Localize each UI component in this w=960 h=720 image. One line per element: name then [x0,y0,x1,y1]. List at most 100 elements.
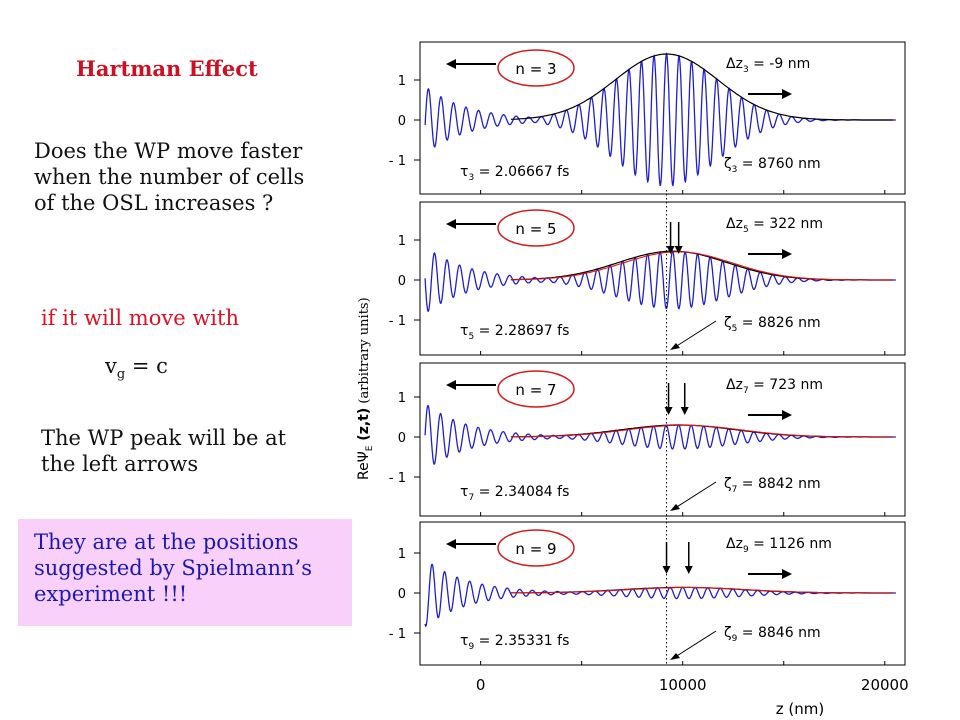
zeta-sub-2: 5 [732,324,738,334]
n-label-circle-3 [497,370,575,408]
n-label-circle-2 [497,209,575,247]
right-arrow-head-1 [782,89,792,99]
zeta-sub-2-rest: = 8826 nm [737,315,820,331]
question-line-2: when the number of cells [34,165,305,189]
dz-label-3: Δz7 = 723 nm [726,377,823,396]
envelope-red-4 [510,586,893,594]
panel-frame-3 [419,362,906,517]
x-tick-label-0: 0 [476,676,486,694]
note-box: They are at the positions suggested by S… [18,519,352,626]
tau-label-2: τ5 = 2.28697 fs [460,323,569,342]
y-tick-label-2-2: - 1 [389,314,406,329]
n-label-circle-1 [497,49,575,87]
dz-label-1: Δz3 = -9 nm [726,56,810,75]
peak-arrow-head-2-0 [666,246,675,254]
zeta-sub-1-rest: = 8760 nm [737,156,820,172]
tau-label-4: τ9 = 2.35331 fs [460,633,569,652]
peak-text: The WP peak will be at the left arrows [41,425,286,477]
y-tick-label-3-2: - 1 [389,471,406,486]
tau-sub-2: 5 [468,332,474,342]
tau-label-3: τ7 = 2.34084 fs [460,484,569,503]
dz-label-2: Δz5 = 322 nm [726,216,823,235]
tau-sub-3: 7 [468,493,474,503]
y-tick-label-1-0: 1 [398,74,406,89]
tau-sub-4: 9 [468,642,474,652]
zeta-arrow-head-3 [670,504,680,511]
zeta-sub-4: 9 [732,634,738,644]
y-axis-label: ReΨE (z,t) (arbitrary units) [356,297,375,480]
x-tick-label-1: 10000 [659,676,707,694]
tau-label-1: τ3 = 2.06667 fs [460,164,569,183]
question-text: Does the WP move faster when the number … [34,138,304,216]
x-axis-label: z (nm) [776,700,824,718]
note-line-2: suggested by Spielmann’s [34,556,312,580]
zeta-sub-3-rest: = 8842 nm [737,476,820,492]
question-line-1: Does the WP move faster [34,139,303,163]
y-tick-label-4-0: 1 [398,547,406,562]
zeta-label-2: ζ5 = 8826 nm [724,315,821,334]
y-label-psi: Ψ [356,451,372,462]
peak-arrow-head-2-1 [674,246,683,254]
envelope-black-1 [510,53,893,121]
n-label-circle-4 [497,529,575,567]
y-label-sub: E [365,445,375,451]
peak-line-1: The WP peak will be at [41,426,287,450]
panel-frame-2 [419,201,906,356]
left-arrow-head-1 [446,59,456,69]
zeta-arrow-line-2 [671,320,717,350]
slide-title: Hartman Effect [76,56,258,81]
question-line-3: of the OSL increases ? [34,191,274,215]
y-label-units: (arbitrary units) [357,297,372,407]
right-arrow-head-2 [782,249,792,259]
y-tick-label-3-1: 0 [398,431,406,446]
y-tick-label-4-2: - 1 [389,627,406,642]
velocity-subscript: g [116,367,126,383]
y-tick-label-1-2: - 1 [389,154,406,169]
zeta-sub-3: 7 [732,485,738,495]
panel-frame-1 [419,41,906,195]
zeta-arrow-line-4 [671,630,717,660]
x-tick-label-2: 20000 [861,676,909,694]
note-line-3: experiment !!! [34,582,188,606]
wave-line-2 [424,250,896,312]
left-arrow-head-4 [446,539,456,549]
velocity-equation: vg = c [105,354,168,382]
peak-line-2: the left arrows [41,452,199,476]
envelope-red-2 [510,251,893,281]
dz-sub-3: 7 [743,386,749,396]
zeta-arrow-line-3 [671,481,717,511]
dz-sub-1-rest: = -9 nm [749,56,811,72]
left-arrow-head-2 [446,219,456,229]
y-tick-label-2-0: 1 [398,234,406,249]
n-label-4: n = 9 [515,540,556,558]
tau-sub-1-rest: = 2.06667 fs [474,164,569,180]
zeta-label-3: ζ7 = 8842 nm [724,476,821,495]
left-arrow-head-3 [446,380,456,390]
zeta-sub-4-rest: = 8846 nm [737,625,820,641]
peak-arrow-head-3-0 [664,407,673,415]
right-arrow-head-3 [782,410,792,420]
zeta-sub-1: 3 [732,165,738,175]
tau-sub-2-rest: = 2.28697 fs [474,323,569,339]
peak-arrow-head-3-1 [680,407,689,415]
y-tick-label-4-1: 0 [398,587,406,602]
velocity-value: = c [125,354,168,378]
y-label-post: (z,t) [356,408,372,446]
tau-sub-3-rest: = 2.34084 fs [474,484,569,500]
wave-line-3 [424,404,896,465]
y-tick-label-2-1: 0 [398,274,406,289]
y-tick-label-3-0: 1 [398,391,406,406]
y-label-pre: Re [356,462,372,480]
tau-sub-4-rest: = 2.35331 fs [474,633,569,649]
n-label-2: n = 5 [515,220,556,238]
note-line-1: They are at the positions [34,530,299,554]
n-label-3: n = 7 [515,381,556,399]
peak-arrow-head-4-1 [684,566,693,574]
dz-sub-1: 3 [743,65,749,75]
y-tick-label-1-1: 0 [398,114,406,129]
zeta-label-4: ζ9 = 8846 nm [724,625,821,644]
envelope-red-3 [510,424,893,438]
dz-sub-4-rest: = 1126 nm [749,536,832,552]
dz-sub-2: 5 [743,225,749,235]
